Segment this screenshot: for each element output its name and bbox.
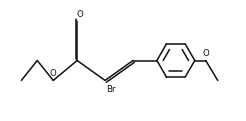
Text: O: O bbox=[202, 49, 209, 58]
Text: O: O bbox=[76, 10, 83, 19]
Text: O: O bbox=[50, 69, 57, 78]
Text: Br: Br bbox=[106, 85, 116, 94]
